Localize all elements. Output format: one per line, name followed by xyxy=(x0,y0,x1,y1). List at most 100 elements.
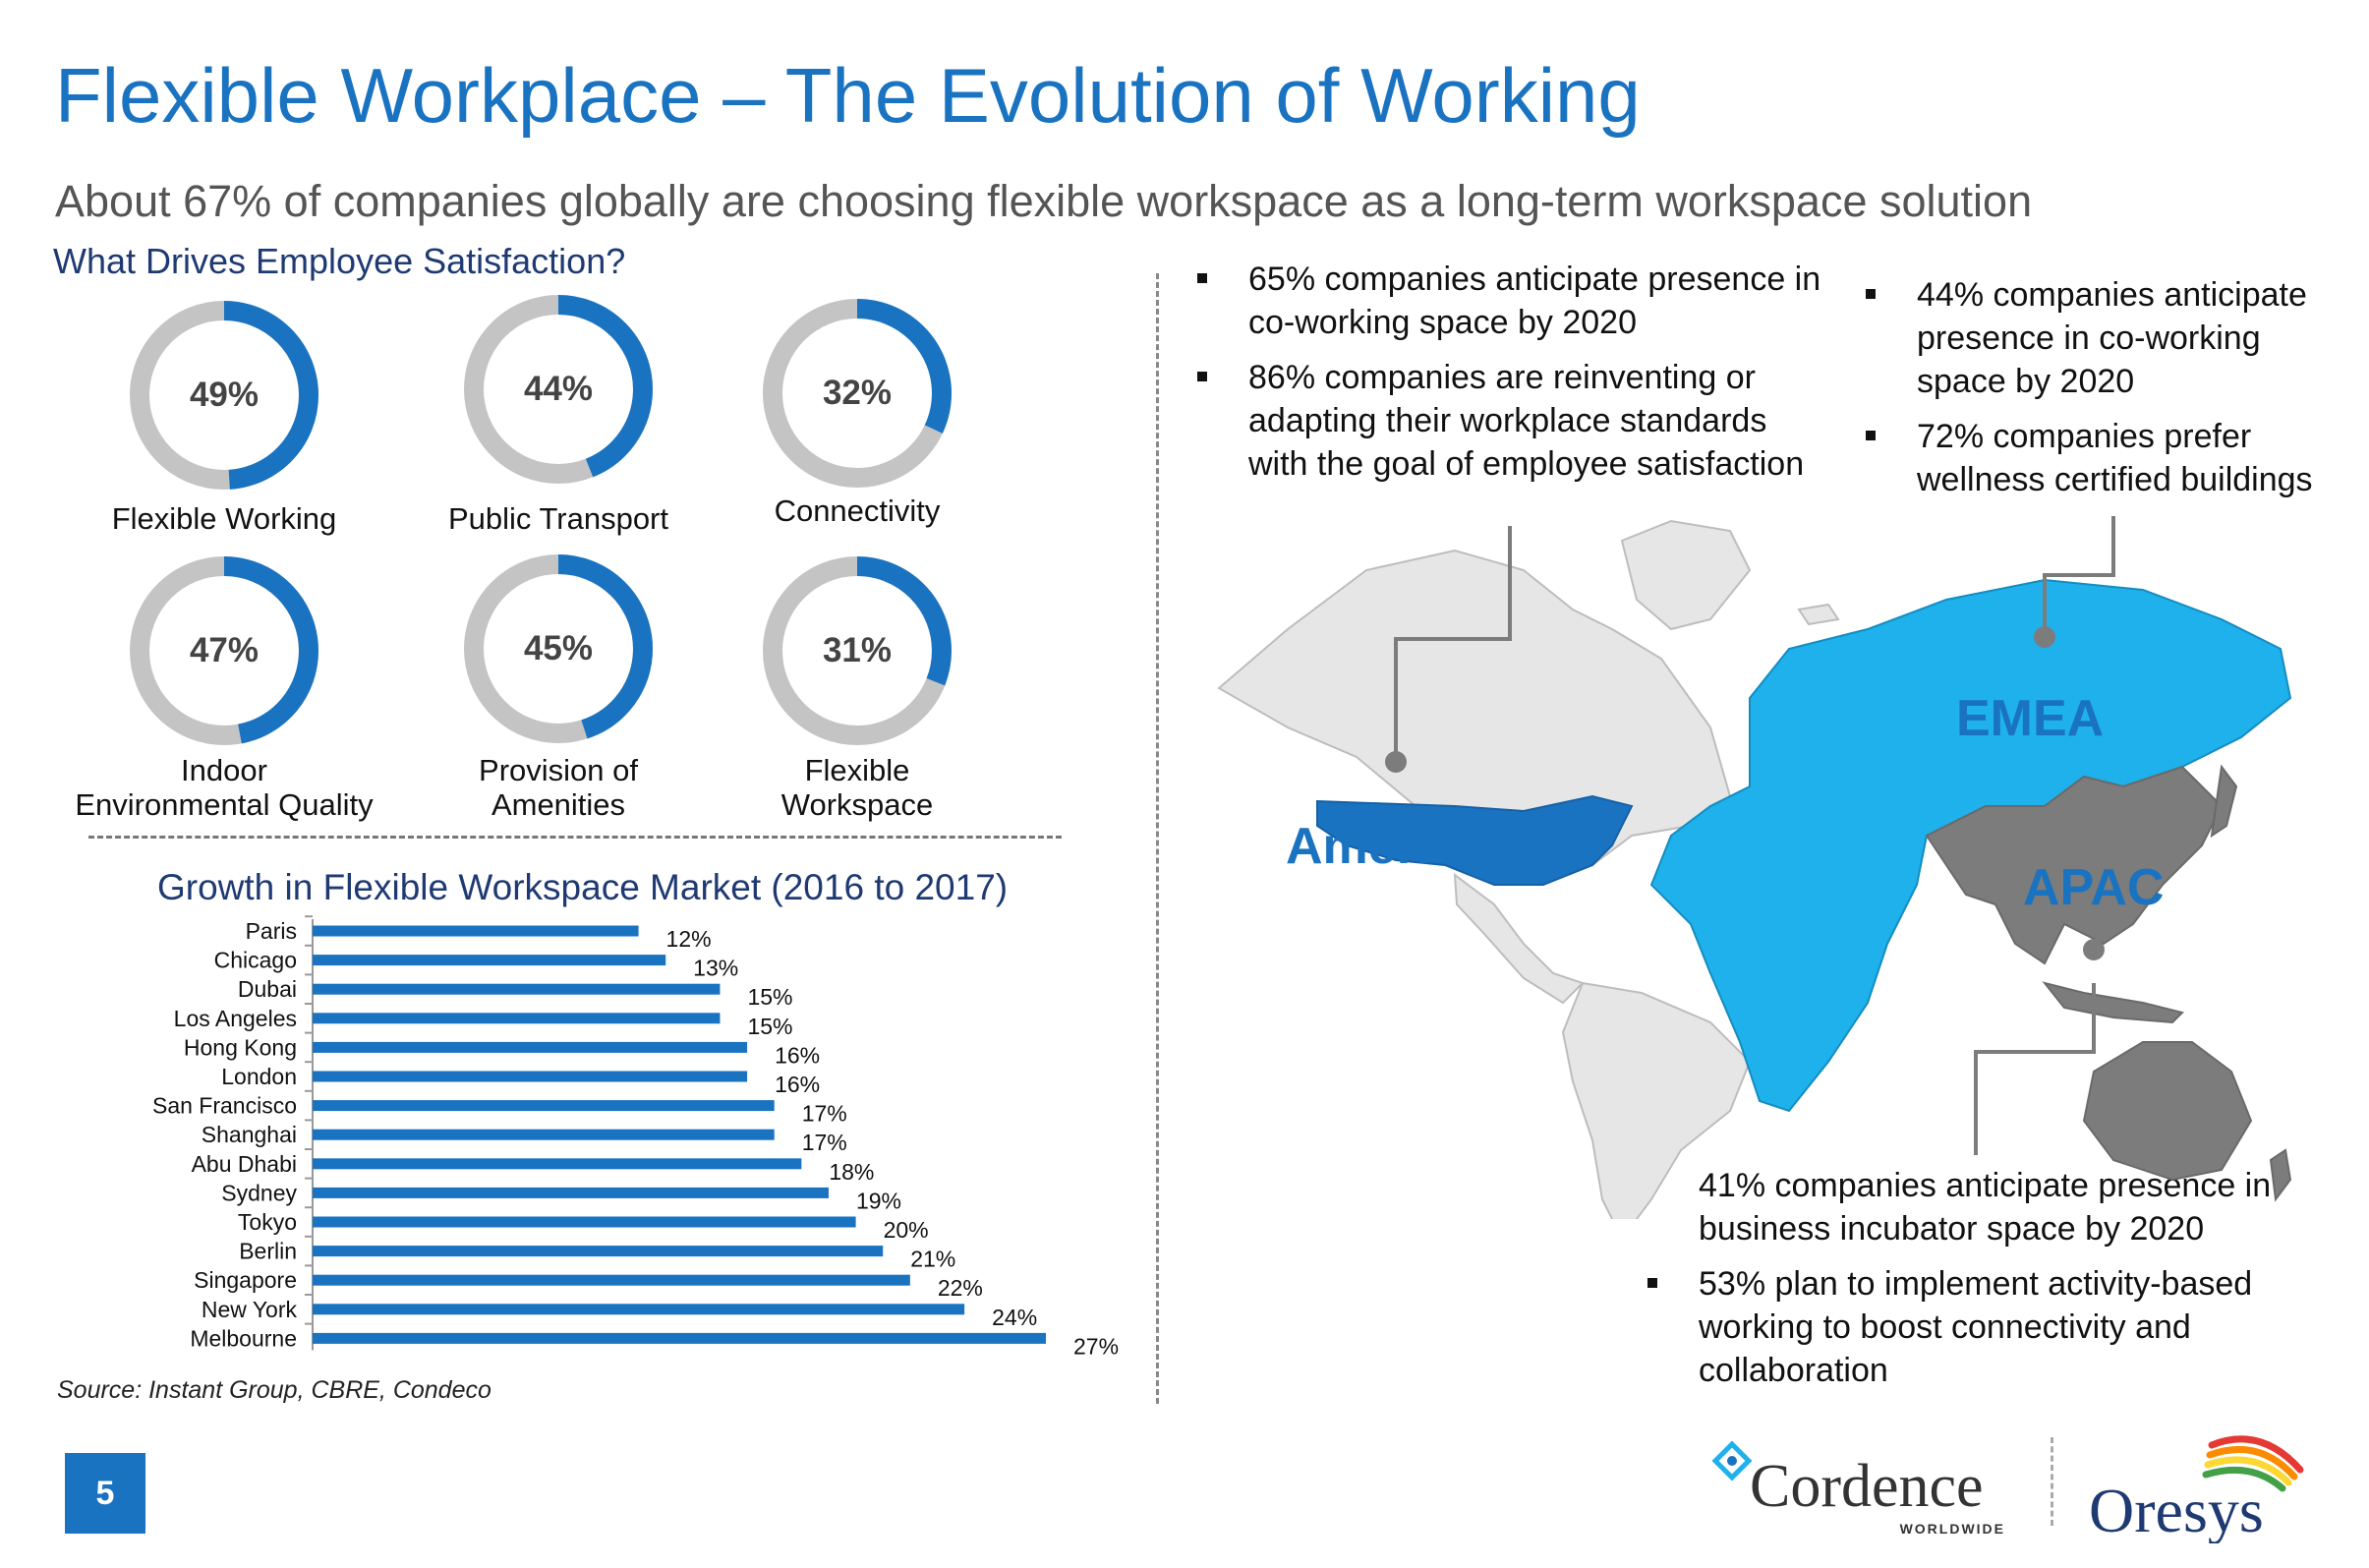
world-map: Americas EMEA APAC xyxy=(1217,516,2292,1219)
americas-bullet: 65% companies anticipate presence in co-… xyxy=(1197,258,1826,344)
bar-category-label: New York xyxy=(202,1297,298,1322)
donut-arc xyxy=(464,554,653,743)
emea-bullet: 72% companies prefer wellness certified … xyxy=(1866,415,2357,501)
bar-data-label: 19% xyxy=(856,1188,901,1213)
donut-value: 31% xyxy=(822,631,893,669)
donut-arc xyxy=(130,556,318,745)
bar-category-label: Los Angeles xyxy=(174,1006,297,1031)
bar xyxy=(313,1332,1046,1344)
bar xyxy=(313,1129,775,1140)
indonesia-land xyxy=(2042,981,2184,1024)
donut-label: Flexible Workspace xyxy=(690,753,1024,822)
donut-chart: 47% xyxy=(126,552,322,749)
asia-land xyxy=(1925,765,2224,965)
source-note: Source: Instant Group, CBRE, Condeco xyxy=(57,1376,491,1404)
page-number: 5 xyxy=(65,1453,145,1534)
bar xyxy=(313,1071,748,1082)
bar-data-label: 15% xyxy=(747,984,792,1010)
bar-data-label: 15% xyxy=(747,1014,792,1039)
donut-value: 44% xyxy=(523,370,594,408)
donut-label-line: Public Transport xyxy=(448,501,668,536)
bar xyxy=(313,1216,856,1228)
bar-category-label: Paris xyxy=(246,918,297,944)
central-america-land xyxy=(1453,872,1585,1005)
bar-category-label: Tokyo xyxy=(238,1209,297,1235)
bar xyxy=(313,1246,884,1257)
bar xyxy=(313,1100,775,1112)
apac-bullets: 41% companies anticipate presence in bus… xyxy=(1647,1164,2336,1404)
donut-label-line: Environmental Quality xyxy=(75,787,374,822)
apac-land xyxy=(1925,764,2292,1202)
bar-data-label: 13% xyxy=(693,956,738,981)
americas-callout-line xyxy=(1394,526,1512,752)
bar xyxy=(313,1274,910,1286)
donut-chart: 32% xyxy=(759,295,955,492)
bar-data-label: 17% xyxy=(802,1130,847,1155)
donut-label-line: Connectivity xyxy=(774,494,941,528)
bar-data-label: 16% xyxy=(775,1072,820,1097)
donut-chart: 31% xyxy=(759,552,955,749)
greenland-land xyxy=(1620,519,1752,631)
column-divider xyxy=(1156,273,1159,1404)
page-subtitle: About 67% of companies globally are choo… xyxy=(55,176,2033,226)
bar-data-label: 16% xyxy=(775,1042,820,1068)
cordence-wordmark: Cordence xyxy=(1750,1453,1984,1520)
bar xyxy=(313,1158,802,1170)
donut-arc xyxy=(464,295,653,484)
bar xyxy=(313,1013,721,1024)
japan-land xyxy=(2210,764,2238,839)
donut-label-line: Amenities xyxy=(491,787,626,822)
donut-label-line: Provision of xyxy=(479,753,638,787)
bar xyxy=(313,1304,965,1315)
bar-data-label: 27% xyxy=(1073,1333,1119,1359)
satisfaction-heading: What Drives Employee Satisfaction? xyxy=(53,241,626,281)
logo-divider xyxy=(2051,1437,2053,1526)
growth-chart-title: Growth in Flexible Workspace Market (201… xyxy=(157,867,1009,907)
bar-data-label: 21% xyxy=(910,1247,955,1272)
bar-data-label: 12% xyxy=(666,926,712,952)
oresys-logo: Oresys xyxy=(2089,1435,2304,1543)
donut-chart: 45% xyxy=(460,551,657,747)
americas-bullets: 65% companies anticipate presence in co-… xyxy=(1197,258,1826,497)
south-america-land xyxy=(1561,981,1752,1219)
americas-callout-dot xyxy=(1385,751,1407,773)
australia-land xyxy=(2082,1041,2253,1182)
section-divider xyxy=(88,836,1062,839)
donut-value: 32% xyxy=(822,374,893,412)
bar-category-label: London xyxy=(221,1064,297,1089)
bar-category-label: Singapore xyxy=(194,1267,297,1293)
callout-lines xyxy=(1394,516,2115,1155)
bar-data-label: 17% xyxy=(802,1101,847,1127)
new-zealand-land xyxy=(2269,1148,2292,1202)
bar-data-label: 22% xyxy=(938,1275,983,1301)
donut-chart: 44% xyxy=(460,291,657,488)
donut-label: Provision of Amenities xyxy=(391,753,725,822)
cordence-submark: WORLDWIDE xyxy=(1900,1521,2005,1537)
apac-callout-dot xyxy=(2083,939,2105,960)
bar-category-label: San Francisco xyxy=(152,1093,297,1119)
bar-data-label: 18% xyxy=(829,1159,874,1185)
donut-value: 49% xyxy=(189,376,260,414)
donut-label: Public Transport xyxy=(391,501,725,536)
apac-bullet: 53% plan to implement activity-based wor… xyxy=(1647,1262,2336,1392)
rainbow-icon xyxy=(2202,1435,2304,1492)
donut-label-line: Indoor xyxy=(181,753,267,787)
donut-value: 47% xyxy=(189,631,260,669)
bar xyxy=(313,983,721,995)
page-title: Flexible Workplace – The Evolution of Wo… xyxy=(55,52,1641,139)
growth-bar-chart: Paris 12% Chicago 13% Dubai 15% Los Angeles 15%… xyxy=(152,915,1119,1359)
emea-label: EMEA xyxy=(1956,690,2104,747)
donut-arc xyxy=(130,301,318,490)
emea-bullets: 44% companies anticipate presence in co-… xyxy=(1866,273,2357,513)
bar xyxy=(313,925,639,937)
donut-chart: 49% xyxy=(126,297,322,494)
emea-callout-line xyxy=(2043,516,2115,629)
oresys-wordmark: Oresys xyxy=(2089,1476,2264,1543)
emea-bullet: 44% companies anticipate presence in co-… xyxy=(1866,273,2357,403)
donut-value: 45% xyxy=(523,629,594,668)
emea-callout-dot xyxy=(2034,626,2055,648)
cordence-logo: Cordence WORLDWIDE xyxy=(1711,1440,2005,1537)
donut-label: Indoor Environmental Quality xyxy=(57,753,391,822)
apac-label: APAC xyxy=(2023,859,2164,916)
donut-arc xyxy=(763,556,952,745)
